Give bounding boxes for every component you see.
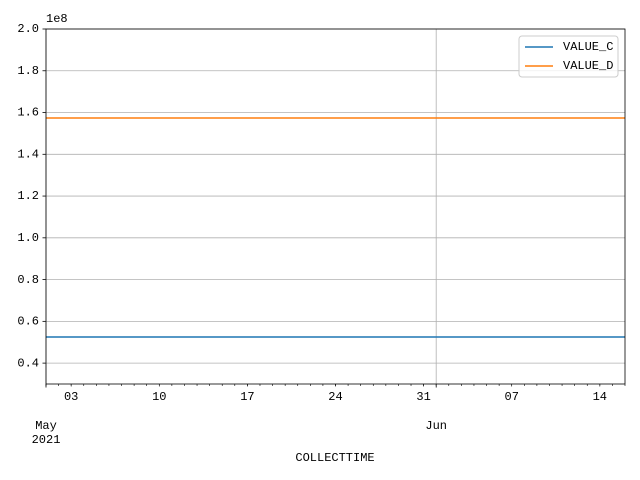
- x-tick-label: Jun: [425, 419, 447, 433]
- y-tick-label: 1.6: [17, 106, 39, 120]
- plot-frame: [45, 28, 626, 385]
- y-tick-label: 0.4: [17, 356, 39, 370]
- y-tick-label: 0.8: [17, 273, 39, 287]
- x-tick-label: 31: [416, 390, 431, 404]
- x-tick-label: 24: [328, 390, 343, 404]
- x-tick-label: 03: [63, 390, 79, 404]
- x-axis-label: COLLECTTIME: [295, 451, 374, 465]
- x-tick-label: 17: [240, 390, 255, 404]
- x-tick-label: 07: [504, 390, 519, 404]
- y-tick-label: 2.0: [17, 22, 39, 36]
- y-tick-label: 1.4: [17, 147, 39, 161]
- y-tick-label: 0.6: [17, 315, 39, 329]
- y-tick-label: 1.2: [17, 189, 39, 203]
- legend-label: VALUE_D: [563, 59, 613, 73]
- y-tick-label: 1.8: [17, 64, 39, 78]
- y-tick-label: 1.0: [17, 231, 39, 245]
- x-tick-label: 10: [152, 390, 167, 404]
- x-tick-label: May 2021: [31, 419, 61, 447]
- x-tick-label: 14: [592, 390, 608, 404]
- y-offset-label: 1e8: [46, 12, 68, 26]
- legend-label: VALUE_C: [563, 40, 613, 54]
